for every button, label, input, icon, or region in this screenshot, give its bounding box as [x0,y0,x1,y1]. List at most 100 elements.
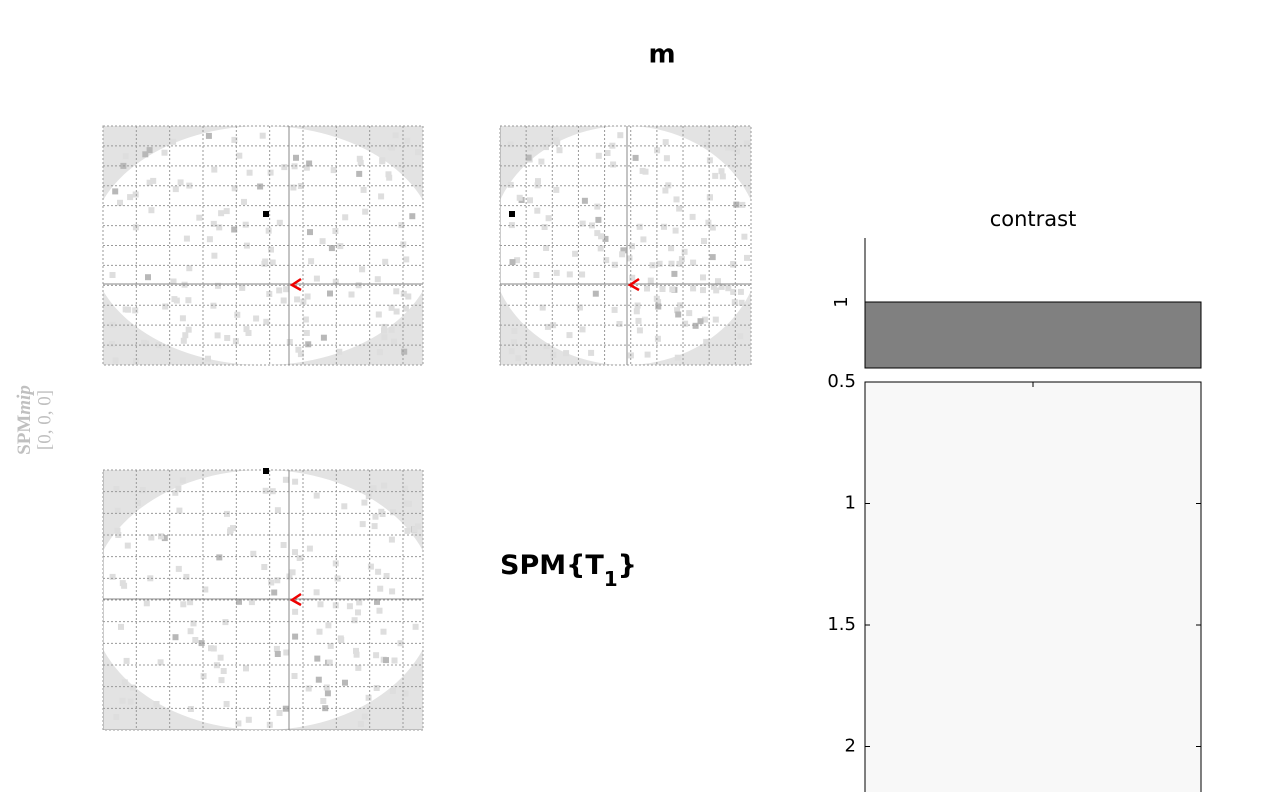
voxel [362,208,369,215]
design-tick-label: 1 [845,493,856,514]
voxel [124,542,131,549]
voxel [313,589,320,596]
voxel [243,242,250,249]
voxel [388,304,395,311]
voxel [200,673,207,680]
voxel [415,523,421,530]
voxel [674,354,681,361]
voxel [224,510,230,517]
voxel [118,623,124,630]
voxel [243,326,250,333]
voxel [690,259,697,266]
voxel [315,676,322,683]
voxel [162,303,169,310]
voxel [133,358,139,365]
voxel [250,550,257,557]
voxel [359,521,366,528]
voxel [655,303,662,310]
voxel [508,222,515,229]
voxel [236,598,242,605]
title: m [648,40,675,70]
voxel [737,288,744,295]
voxel [566,332,573,339]
voxel [514,257,521,264]
voxel [379,158,386,165]
voxel [359,266,366,273]
voxel [534,207,541,214]
voxel [700,287,706,294]
voxel [245,330,252,336]
voxel [393,288,400,295]
cursor-marker [289,592,302,607]
voxel [543,343,550,350]
voxel [381,323,388,330]
voxel [681,248,688,255]
voxel [303,330,310,336]
voxel [183,235,190,242]
voxel [533,272,540,278]
voxel [415,149,422,156]
voxel [323,684,330,691]
cursor-marker [627,277,640,292]
voxel [289,569,296,576]
voxel [117,199,123,206]
voxel [283,286,290,293]
voxel [122,306,129,313]
voxel [179,477,186,484]
voxel [187,599,194,606]
voxel [180,337,187,344]
voxel [146,179,153,186]
voxel [187,628,194,635]
voxel [268,246,274,253]
voxel [122,153,129,160]
voxel [235,720,242,727]
voxel [398,222,405,229]
voxel [109,272,116,278]
cursor-marker [289,277,302,292]
contrast-bar [864,301,1202,369]
voxel [259,132,266,139]
voxel [507,141,514,148]
voxel [300,298,307,305]
voxel [355,282,362,289]
voxel [743,140,750,147]
mip-label: SPMmip [0, 0, 0] [14,385,55,455]
voxel [280,542,287,548]
voxel [253,315,260,322]
voxel [697,318,704,325]
voxel [554,139,561,146]
voxel [389,687,396,694]
voxel [320,698,327,704]
voxel [295,346,302,353]
voxel [543,144,549,151]
voxel [712,172,719,179]
voxel [654,335,661,342]
voxel [579,220,586,227]
voxel [223,701,230,707]
voxel [360,186,367,193]
voxel [183,573,190,580]
voxel [741,233,748,240]
voxel [731,299,738,306]
design-tick-label: 0.5 [827,371,856,392]
voxel [314,655,321,662]
voxel [545,215,552,222]
voxel [273,645,280,652]
voxel [231,226,238,233]
voxel [324,690,331,697]
voxel [196,214,203,221]
voxel [404,137,411,144]
voxel [230,525,236,532]
voxel [211,166,218,173]
voxel [594,230,601,237]
voxel [305,341,312,348]
voxel [294,296,301,303]
voxel [402,305,409,312]
voxel [292,549,298,556]
voxel [274,507,281,514]
voxel [143,600,150,607]
voxel [592,290,599,297]
voxel [145,274,151,281]
voxel [718,168,725,175]
voxel [656,260,663,267]
